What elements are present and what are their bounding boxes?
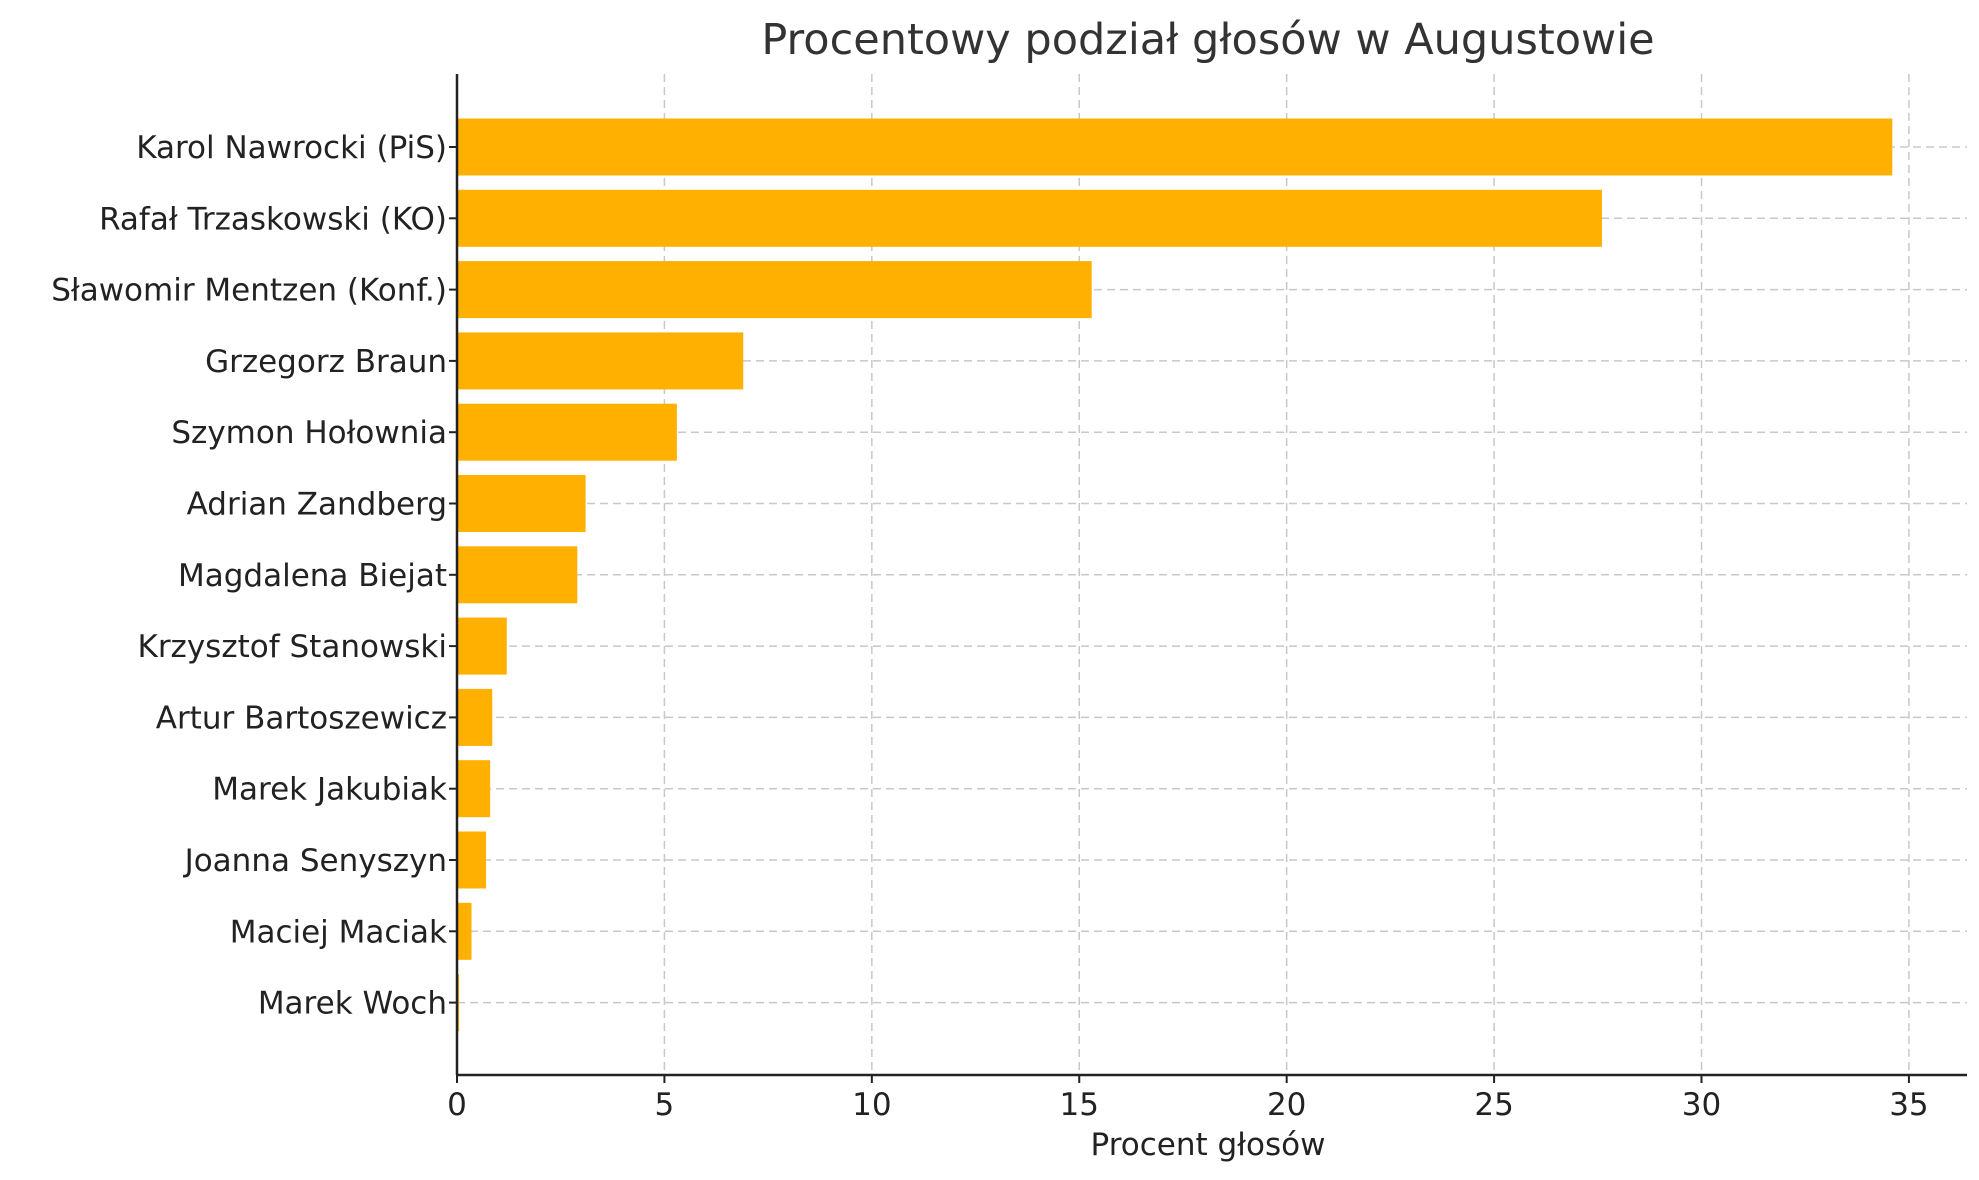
bar-9 (457, 760, 491, 818)
y-tick-label-0: Karol Nawrocki (PiS) (136, 130, 447, 166)
y-tick-label-2: Sławomir Mentzen (Konf.) (51, 273, 447, 309)
y-tick-label-10: Joanna Senyszyn (183, 843, 447, 879)
x-axis-label: Procent głosów (1091, 1127, 1326, 1163)
bar-10 (457, 831, 487, 889)
y-tick-label-4: Szymon Hołownia (171, 415, 447, 451)
y-tick-label-8: Artur Bartoszewicz (156, 700, 447, 736)
x-tick-label-7: 35 (1889, 1087, 1928, 1123)
x-tick-label-6: 30 (1682, 1087, 1721, 1123)
y-tick-label-9: Marek Jakubiak (212, 772, 447, 808)
y-tick-label-6: Magdalena Biejat (178, 558, 447, 594)
bar-6 (457, 546, 578, 604)
bar-11 (457, 902, 472, 960)
bar-3 (457, 332, 744, 390)
y-tick-label-5: Adrian Zandberg (187, 487, 447, 523)
chart-title: Procentowy podział głosów w Augustowie (761, 15, 1654, 65)
bar-1 (457, 189, 1602, 247)
x-tick-label-0: 0 (447, 1087, 467, 1123)
y-tick-label-3: Grzegorz Braun (205, 344, 447, 380)
x-axis: 0 5 10 15 20 25 30 35 (447, 1073, 1967, 1123)
x-tick-label-2: 10 (852, 1087, 891, 1123)
bar-7 (457, 617, 507, 675)
bar-8 (457, 688, 493, 746)
x-tick-label-5: 25 (1474, 1087, 1513, 1123)
bar-0 (457, 118, 1893, 176)
x-tick-label-1: 5 (655, 1087, 675, 1123)
x-tick-label-3: 15 (1060, 1087, 1099, 1123)
bar-4 (457, 403, 677, 461)
y-axis: Karol Nawrocki (PiS) Rafał Trzaskowski (K… (51, 74, 459, 1075)
bar-5 (457, 475, 586, 532)
bar-2 (457, 261, 1092, 319)
y-tick-label-7: Krzysztof Stanowski (137, 629, 447, 665)
x-tick-label-4: 20 (1267, 1087, 1306, 1123)
y-tick-label-1: Rafał Trzaskowski (KO) (99, 201, 447, 237)
y-tick-label-12: Marek Woch (258, 986, 447, 1022)
bars (457, 118, 1893, 1032)
y-tick-label-11: Maciej Maciak (230, 914, 447, 950)
